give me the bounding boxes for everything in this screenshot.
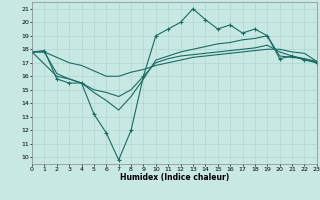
X-axis label: Humidex (Indice chaleur): Humidex (Indice chaleur) (120, 173, 229, 182)
